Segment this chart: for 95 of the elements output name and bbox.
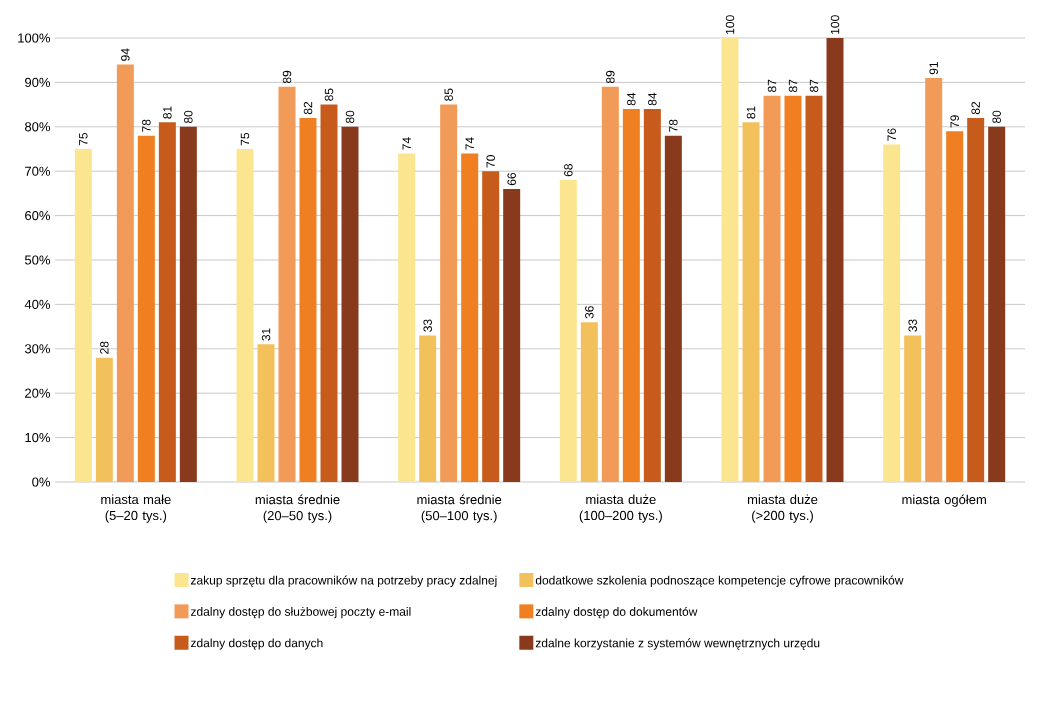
y-tick-label: 50%: [24, 255, 51, 265]
bar: [580, 322, 598, 482]
data-label: 75: [240, 132, 250, 146]
legend-label: zdalne korzystanie z systemów wewnętrznych urzędu: [535, 638, 820, 650]
y-tick-label: 10%: [25, 432, 51, 443]
bar: [74, 148, 92, 482]
data-label: 70: [486, 155, 495, 168]
bar: [622, 109, 640, 482]
data-label: 81: [163, 106, 172, 119]
data-label: 87: [788, 79, 798, 92]
data-label: 66: [507, 172, 516, 186]
data-label: 100: [725, 15, 735, 34]
y-tick-label: 40%: [24, 299, 51, 309]
bar: [137, 135, 155, 482]
legend-label: zdalny dostęp do danych: [190, 638, 323, 650]
data-label: 91: [929, 61, 938, 75]
data-label: 89: [282, 70, 292, 84]
bar: [299, 117, 317, 482]
data-label: 82: [971, 101, 980, 115]
bar: [643, 109, 661, 482]
x-tick-label: miasta duże (>200 tys.): [747, 494, 818, 523]
bar: [742, 122, 760, 482]
data-label: 75: [79, 132, 88, 146]
bar: [461, 153, 479, 482]
legend-label: dodatkowe szkolenia podnoszące kompetencje cyfrowe pracowników: [535, 575, 904, 587]
bar: [559, 180, 577, 482]
y-tick-label: 0%: [32, 477, 51, 487]
data-label: 80: [184, 110, 193, 124]
bar: [904, 335, 922, 482]
data-label: 78: [142, 119, 151, 132]
data-label: 85: [444, 88, 453, 101]
bar: [236, 148, 254, 482]
data-label: 74: [402, 137, 411, 150]
bar: [664, 135, 682, 482]
data-label: 84: [648, 92, 657, 106]
data-label: 79: [950, 115, 959, 128]
data-label: 80: [345, 110, 355, 124]
data-label: 33: [908, 319, 917, 332]
bar: [784, 95, 802, 482]
bar: [988, 126, 1006, 482]
y-tick-label: 30%: [24, 344, 51, 354]
bar: [946, 131, 964, 482]
y-tick-label: 70%: [25, 166, 51, 176]
y-tick-label: 80%: [25, 122, 51, 132]
data-label: 89: [606, 70, 615, 84]
data-label: 87: [809, 79, 819, 92]
data-label: 76: [887, 128, 896, 141]
bar: [179, 126, 197, 482]
legend-label: zdalny dostęp do służbowej poczty e-mail: [190, 607, 411, 619]
data-label: 80: [992, 110, 1001, 124]
data-label: 84: [627, 92, 636, 106]
bar: [257, 344, 275, 482]
data-label: 31: [261, 328, 271, 341]
bar: [826, 37, 844, 482]
bar: [419, 335, 437, 482]
x-tick-label: miasta duże (100–200 tys.): [579, 494, 662, 523]
bar: [967, 117, 985, 482]
bar: [883, 144, 901, 482]
data-label: 82: [303, 101, 313, 115]
y-tick-label: 60%: [25, 210, 51, 221]
bar: [805, 95, 823, 482]
bar: [503, 188, 521, 482]
bar: [95, 357, 113, 482]
y-tick-label: 100%: [18, 33, 50, 43]
x-tick-label: miasta średnie (20–50 tys.): [255, 494, 340, 523]
bar: [440, 104, 458, 482]
bar: [278, 86, 296, 482]
bar: [158, 122, 176, 482]
data-label: 74: [465, 137, 474, 150]
bar: [320, 104, 338, 482]
x-tick-label: miasta małe (5–20 tys.): [101, 494, 171, 523]
data-label: 36: [585, 306, 594, 319]
legend-label: zakup sprzętu dla pracowników na potrzeby pracy zdalnej: [190, 575, 497, 587]
data-label: 94: [121, 48, 130, 61]
data-label: 68: [564, 164, 573, 177]
x-tick-label: miasta średnie (50–100 tys.): [417, 494, 502, 523]
data-label: 87: [767, 79, 777, 92]
bar: [721, 37, 739, 482]
bar: [341, 126, 359, 482]
bar: [925, 77, 943, 482]
bar: [116, 64, 134, 482]
data-label: 100: [830, 15, 840, 34]
bar: [398, 153, 416, 482]
data-label: 28: [100, 341, 109, 354]
y-tick-label: 20%: [25, 388, 51, 398]
data-label: 81: [746, 106, 756, 119]
data-label: 33: [423, 319, 432, 332]
bar: [482, 171, 500, 482]
bar: [763, 95, 781, 482]
data-label: 78: [669, 119, 678, 132]
data-label: 85: [324, 88, 334, 101]
bar: [601, 86, 619, 482]
legend-label: zdalny dostęp do dokumentów: [535, 606, 698, 619]
x-tick-label: miasta ogółem: [902, 494, 986, 507]
y-tick-label: 90%: [25, 77, 51, 87]
